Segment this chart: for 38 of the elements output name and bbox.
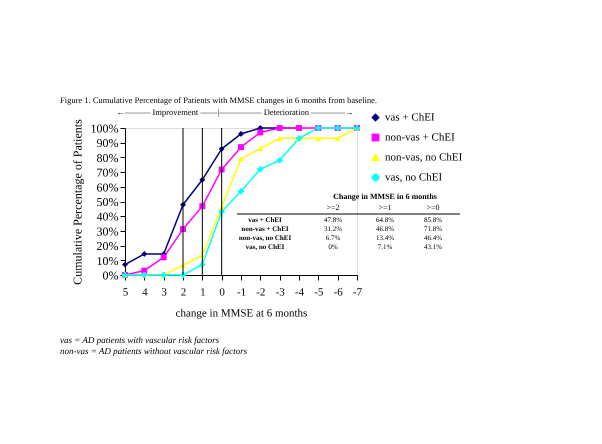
x-tick-label: 5	[122, 286, 129, 298]
y-axis-title: Cumulative Percentage of Patients	[70, 118, 85, 285]
y-tick-label: 50%	[96, 195, 118, 209]
y-tick-label: 100%	[90, 122, 118, 136]
x-tick-label: 0	[219, 286, 226, 298]
x-tick-label: 3	[161, 286, 168, 298]
y-tick-label: 10%	[96, 254, 118, 268]
x-tick-label: -5	[314, 286, 324, 298]
chart-subtitle: ←——— Improvement ——|————— Deterioration ————→	[116, 107, 354, 117]
text: non-vas = AD patients without vascular risk factors	[60, 346, 248, 356]
y-tick-label: 40%	[96, 210, 118, 224]
text: vas = AD patients with vascular risk factors	[60, 335, 220, 345]
chart-title: Figure 1. Cumulative Percentage of Patients with MMSE changes in 6 months from baseline.	[60, 95, 378, 105]
x-tick-label: -7	[352, 286, 363, 298]
legend-label: vas + ChEI	[385, 112, 435, 124]
y-tick-label: 90%	[96, 136, 118, 150]
x-tick-label: -3	[276, 286, 286, 298]
x-tick-label: -1	[236, 286, 246, 298]
annotation: Change in MMSE in 6 months	[333, 192, 437, 201]
x-tick-label: -6	[334, 286, 344, 298]
x-tick-label: -2	[256, 286, 266, 298]
annotation: >=2	[326, 203, 340, 212]
text: >=0	[426, 203, 440, 212]
legend-label: vas, no ChEI	[385, 172, 442, 184]
y-tick-label: 20%	[96, 239, 118, 254]
x-tick-label: -4	[294, 286, 305, 298]
text: >=1	[378, 203, 392, 212]
x-tick-label: 2	[180, 286, 186, 298]
y-tick-label: 0%	[102, 268, 118, 282]
y-tick-label: 60%	[96, 180, 118, 194]
y-tick-label: 70%	[96, 166, 118, 180]
y-tick-label: 80%	[96, 150, 118, 165]
x-tick-label: 4	[142, 286, 148, 298]
legend-label: non-vas, no ChEI	[385, 152, 463, 164]
y-tick-label: 30%	[96, 224, 118, 238]
x-tick-label: 1	[200, 286, 206, 298]
x-axis-title: change in MMSE at 6 months	[176, 308, 308, 320]
legend-label: non-vas + ChEI	[385, 132, 456, 144]
